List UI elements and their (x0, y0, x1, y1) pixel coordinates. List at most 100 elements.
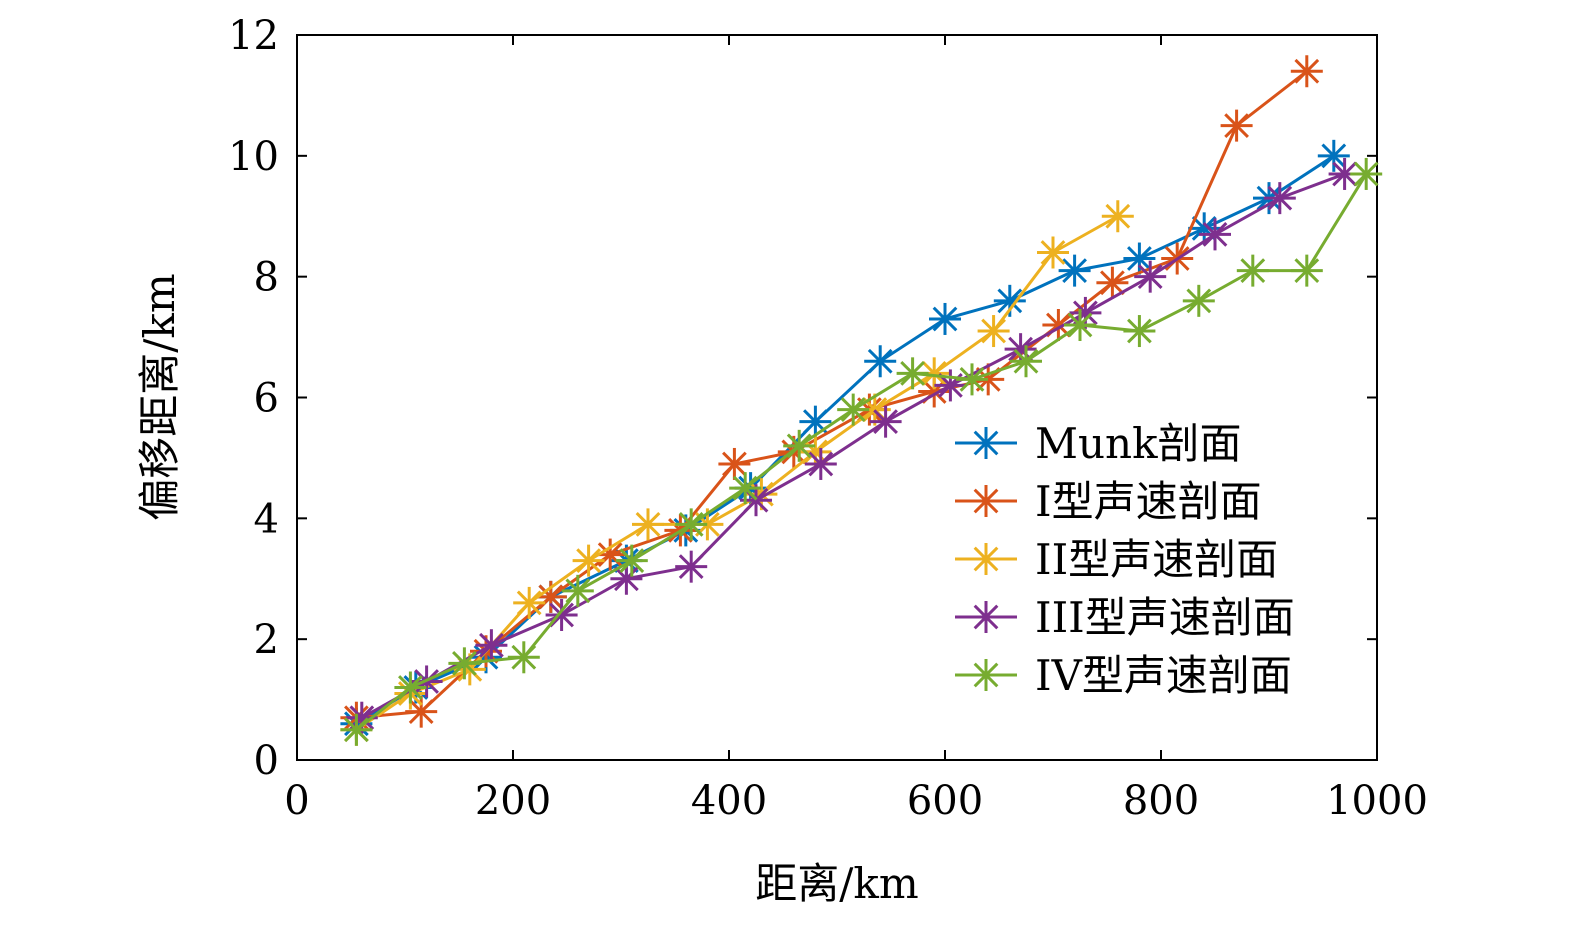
data-point (1263, 182, 1296, 215)
marker-stroke (973, 546, 999, 572)
legend-marker (970, 485, 1002, 517)
legend-label: III型声速剖面 (1035, 593, 1295, 642)
x-tick-label: 600 (907, 778, 983, 824)
marker-stroke (635, 512, 661, 537)
data-point (1064, 309, 1096, 341)
axis-ticks: 0 200 400 600 800 1000 0 2 4 6 8 10 12 (228, 13, 1428, 824)
data-point (956, 363, 988, 396)
marker-stroke (619, 548, 645, 573)
marker-stroke (452, 650, 477, 676)
y-tick-label: 12 (228, 13, 279, 59)
marker-stroke (1040, 240, 1066, 265)
data-point (1096, 266, 1129, 299)
series-line (355, 154, 1335, 726)
data-point (804, 447, 837, 480)
data-point (513, 586, 546, 619)
marker-stroke (973, 488, 999, 514)
data-point (1220, 109, 1253, 142)
data-point (729, 472, 762, 505)
data-point (405, 695, 438, 728)
legend-item: II型声速剖面 (955, 535, 1278, 584)
legend-label: II型声速剖面 (1035, 535, 1278, 584)
marker-stroke (1105, 203, 1131, 229)
marker-stroke (932, 306, 958, 332)
data-point (1123, 242, 1156, 275)
data-point (1317, 139, 1350, 172)
legend-item: Munk剖面 (955, 419, 1242, 468)
marker-stroke (1224, 113, 1249, 138)
marker-stroke (900, 360, 925, 386)
data-point (1350, 157, 1383, 190)
marker-stroke (576, 548, 601, 573)
y-tick-label: 2 (254, 617, 279, 663)
marker-stroke (1100, 270, 1125, 296)
data-point (1236, 254, 1269, 287)
data-point (615, 544, 648, 577)
legend-marker (970, 659, 1002, 691)
data-point (1004, 333, 1037, 366)
marker-stroke (516, 590, 542, 616)
marker-stroke (1240, 258, 1266, 283)
legend-item: I型声速剖面 (955, 477, 1262, 526)
marker-stroke (973, 604, 999, 630)
marker-stroke (1008, 336, 1033, 362)
marker-stroke (867, 348, 893, 374)
series-5 (340, 157, 1383, 746)
data-point (1123, 315, 1156, 348)
marker-stroke (597, 542, 623, 567)
y-axis-label: 偏移距离/km (135, 273, 184, 520)
marker-stroke (398, 675, 423, 700)
marker-stroke (549, 602, 574, 628)
data-point (545, 599, 578, 631)
legend-marker (970, 601, 1002, 633)
marker-stroke (1186, 288, 1212, 314)
marker-stroke (959, 367, 985, 392)
marker-stroke (1321, 143, 1347, 169)
data-point (1101, 200, 1134, 233)
marker-stroke (408, 699, 434, 725)
data-point (1058, 254, 1091, 287)
legend-item: III型声速剖面 (955, 593, 1295, 642)
marker-stroke (538, 584, 564, 610)
legend-item: IV型声速剖面 (955, 651, 1292, 700)
marker-stroke (840, 397, 866, 422)
marker-stroke (678, 512, 704, 537)
data-point (675, 508, 708, 541)
marker-stroke (997, 288, 1023, 314)
marker-stroke (1013, 348, 1039, 374)
marker-stroke (1332, 161, 1357, 187)
data-point (561, 574, 594, 607)
data-point (507, 641, 540, 674)
marker-stroke (873, 409, 898, 435)
x-tick-label: 400 (691, 778, 767, 824)
marker-stroke (565, 578, 591, 604)
y-tick-label: 6 (254, 376, 279, 422)
x-axis-label: 距离/km (755, 859, 918, 908)
x-tick-label: 0 (284, 778, 309, 824)
marker-stroke (511, 644, 537, 670)
data-point (1290, 55, 1323, 88)
data-point (718, 447, 751, 480)
marker-stroke (614, 566, 639, 592)
marker-stroke (743, 487, 769, 513)
data-point (1134, 260, 1167, 293)
marker-stroke (1127, 246, 1152, 271)
data-point (475, 629, 508, 662)
data-point (675, 550, 708, 583)
data-point (977, 315, 1010, 348)
marker-stroke (786, 433, 812, 459)
marker-stroke (1062, 258, 1087, 283)
marker-stroke (973, 662, 999, 688)
marker-stroke (803, 409, 828, 435)
legend-label: I型声速剖面 (1035, 477, 1262, 526)
marker-stroke (732, 475, 758, 501)
data-point (869, 405, 902, 438)
marker-stroke (1073, 300, 1098, 326)
data-point (929, 302, 961, 335)
x-tick-label: 200 (475, 778, 551, 824)
legend-label: IV型声速剖面 (1035, 651, 1292, 700)
y-tick-label: 0 (254, 738, 279, 784)
marker-stroke (722, 451, 747, 477)
legend-label: Munk剖面 (1035, 419, 1242, 468)
